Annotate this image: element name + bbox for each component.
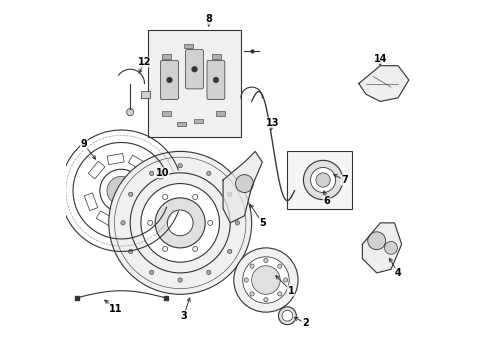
Text: 5: 5 (259, 218, 265, 228)
Circle shape (249, 264, 254, 268)
Text: 9: 9 (80, 139, 87, 149)
Text: 12: 12 (138, 57, 151, 67)
Bar (176, 122, 185, 126)
Text: 8: 8 (205, 14, 212, 24)
Bar (128, 155, 146, 171)
Text: 3: 3 (180, 311, 187, 321)
Text: 14: 14 (373, 54, 386, 64)
Text: 10: 10 (155, 168, 169, 178)
Text: 2: 2 (301, 318, 308, 328)
Circle shape (263, 258, 267, 262)
Circle shape (206, 171, 210, 176)
FancyBboxPatch shape (287, 152, 351, 208)
Circle shape (310, 167, 335, 193)
Circle shape (367, 232, 385, 249)
Circle shape (227, 192, 231, 197)
Polygon shape (362, 223, 401, 273)
Circle shape (178, 163, 182, 168)
Circle shape (206, 270, 210, 275)
Circle shape (303, 160, 342, 200)
Circle shape (249, 292, 254, 296)
Circle shape (155, 198, 205, 248)
Circle shape (213, 77, 218, 83)
Circle shape (315, 173, 329, 187)
Circle shape (192, 246, 197, 251)
Text: 1: 1 (287, 286, 294, 296)
Circle shape (233, 248, 298, 312)
Bar (96, 211, 114, 226)
Circle shape (283, 278, 287, 282)
FancyBboxPatch shape (148, 30, 241, 137)
Circle shape (242, 257, 288, 303)
Circle shape (163, 194, 167, 199)
Circle shape (244, 278, 248, 282)
Circle shape (227, 249, 231, 253)
Circle shape (178, 278, 182, 282)
Bar (212, 54, 221, 59)
Circle shape (235, 221, 239, 225)
Circle shape (384, 242, 397, 254)
Circle shape (192, 194, 197, 199)
Text: 7: 7 (341, 175, 347, 185)
FancyBboxPatch shape (206, 60, 224, 100)
Circle shape (108, 152, 251, 294)
Bar (194, 118, 203, 123)
Bar (88, 161, 105, 179)
Bar (216, 111, 224, 116)
FancyBboxPatch shape (185, 50, 203, 89)
Circle shape (282, 310, 292, 321)
FancyBboxPatch shape (160, 60, 178, 100)
Text: 4: 4 (394, 268, 401, 278)
Bar (84, 193, 98, 211)
Circle shape (128, 192, 133, 197)
Text: 6: 6 (323, 197, 329, 206)
Circle shape (235, 175, 253, 193)
Text: 11: 11 (109, 303, 122, 314)
Polygon shape (223, 152, 262, 223)
Circle shape (277, 264, 282, 268)
Circle shape (156, 170, 164, 179)
Bar (162, 111, 171, 116)
Polygon shape (358, 66, 408, 102)
Bar (183, 44, 192, 48)
Circle shape (121, 221, 125, 225)
Circle shape (251, 266, 280, 294)
Circle shape (167, 210, 193, 236)
Circle shape (277, 292, 282, 296)
Text: 13: 13 (266, 118, 279, 128)
Circle shape (141, 184, 219, 262)
Bar (118, 217, 135, 228)
Circle shape (163, 246, 167, 251)
Circle shape (107, 176, 135, 205)
Circle shape (149, 270, 153, 275)
Circle shape (263, 297, 267, 302)
Circle shape (278, 307, 296, 325)
Bar (162, 54, 171, 59)
Circle shape (207, 220, 212, 225)
Circle shape (149, 171, 153, 176)
Circle shape (166, 77, 172, 83)
Circle shape (191, 66, 197, 72)
Circle shape (126, 109, 134, 116)
Circle shape (147, 220, 152, 225)
Bar (107, 153, 124, 165)
Bar (141, 91, 149, 98)
Circle shape (128, 249, 133, 253)
